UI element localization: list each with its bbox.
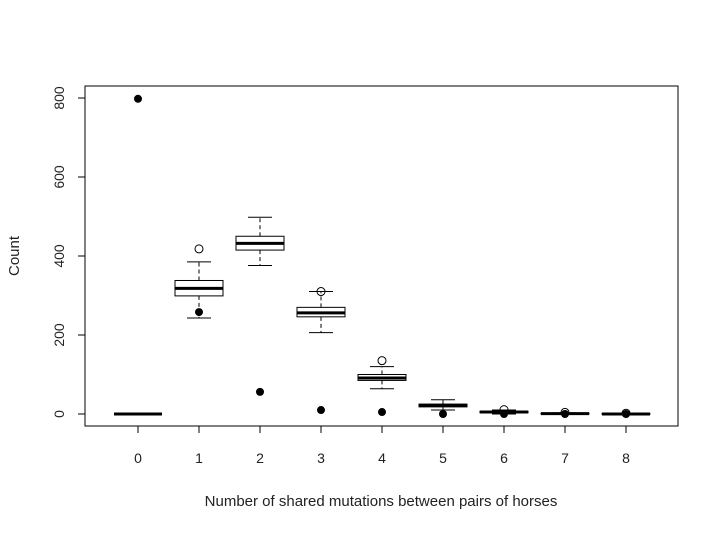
x-tick-label: 2: [256, 450, 264, 466]
observed-point: [195, 308, 203, 317]
observed-point: [256, 387, 264, 396]
box-group: [296, 287, 346, 334]
box-series: [114, 216, 651, 418]
observed-point: [500, 410, 508, 418]
y-tick-label: 600: [51, 165, 67, 189]
outlier-point: [316, 287, 326, 297]
box-group: [235, 216, 285, 266]
observed-point: [317, 406, 325, 415]
y-tick-label: 0: [51, 410, 67, 418]
x-tick-label: 7: [561, 450, 569, 466]
x-tick-label: 6: [500, 450, 508, 466]
x-tick-label: 1: [195, 450, 203, 466]
x-tick-label: 5: [439, 450, 447, 466]
y-axis: 0 200 400 600 800: [51, 86, 86, 418]
x-tick-label: 3: [317, 450, 325, 466]
box-group: [174, 244, 224, 319]
y-tick-label: 400: [51, 244, 67, 268]
observed-point: [134, 94, 142, 103]
y-axis-title: Count: [6, 235, 23, 276]
observed-points: [134, 94, 630, 418]
x-tick-label: 0: [134, 450, 142, 466]
outlier-point: [377, 356, 387, 366]
observed-point: [378, 408, 386, 417]
observed-point: [561, 410, 569, 418]
box-group: [418, 399, 468, 411]
y-tick-label: 800: [51, 86, 67, 110]
x-tick-label: 4: [378, 450, 386, 466]
x-axis-title: Number of shared mutations between pairs…: [205, 493, 558, 510]
box-group: [357, 356, 407, 390]
outlier-point: [194, 244, 204, 254]
observed-point: [622, 410, 630, 418]
x-tick-label: 8: [622, 450, 630, 466]
y-tick-label: 200: [51, 323, 67, 347]
x-axis: 0 1 2 3 4 5 6 7 8: [134, 425, 630, 466]
observed-point: [439, 410, 447, 418]
